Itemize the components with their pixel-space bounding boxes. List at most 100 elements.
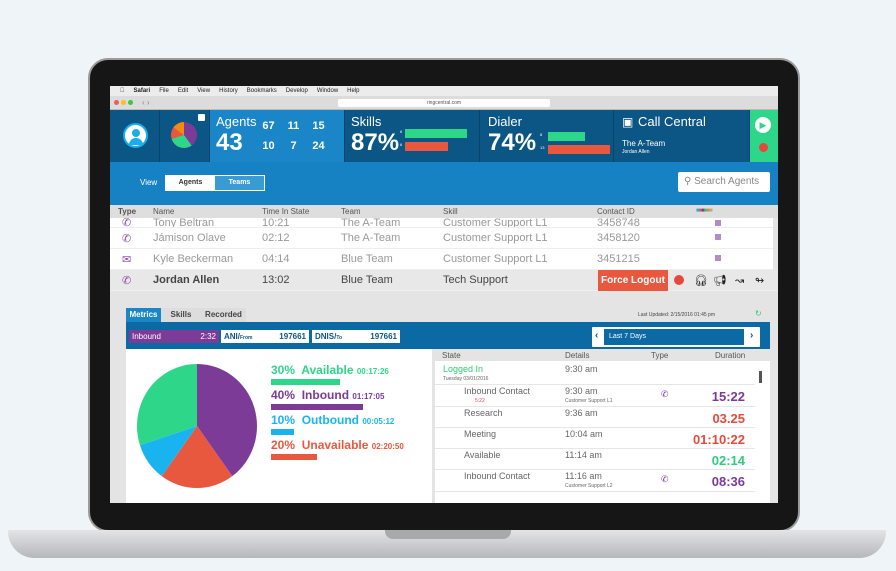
state-row[interactable]: Research 9:36 am 03.25 [435,407,755,428]
agent-tile[interactable]: 11 [287,120,300,132]
headset-icon[interactable]: 🎧︎ [694,275,708,287]
menu-file[interactable]: File [154,88,169,94]
table-header: Type Name Time In State Team Skill Conta… [110,205,778,218]
agent-tile[interactable]: 7 [290,140,297,152]
col-state: State [442,351,461,360]
contact-id: 3458120 [597,232,640,244]
agents-panel[interactable]: Agents 43 67 11 15 10 7 24 [210,110,345,162]
pie-slice-inbound[interactable] [197,364,257,477]
state-row[interactable]: Available 11:14 am 02:14 [435,449,755,470]
col-team[interactable]: Team [341,207,361,216]
skills-bar-count: 6 [400,142,403,147]
status-square [715,234,721,240]
dnis-chip: DNIS/To 197661 [312,330,400,343]
zoom-window-button[interactable] [128,100,133,105]
col-skill[interactable]: Skill [443,207,458,216]
back-forward-icon[interactable]: ‹ › [142,98,150,107]
agents-count: 43 [216,129,243,156]
agent-tile[interactable]: 10 [262,140,275,152]
conference-icon[interactable]: ↬ [755,275,765,287]
contact-id: 3458748 [597,218,640,228]
agent-name: Jámison Olave [153,232,226,244]
color-filter-icons[interactable]: ■■■■■■ [696,208,713,214]
dialer-panel[interactable]: Dialer 74% 8 13 [480,110,614,162]
prev-range-button[interactable]: ‹ [595,330,599,341]
next-range-button[interactable]: › [750,330,754,341]
call-central-panel[interactable]: ▣ Call Central The A-Team Jordan Allen [614,110,750,162]
force-logout-button[interactable]: Force Logout [598,270,668,291]
view-label: View [140,178,158,187]
menu-help[interactable]: Help [342,88,359,94]
menu-view[interactable]: View [192,88,210,94]
range-label[interactable]: Last 7 Days [604,329,744,345]
time-in-state: 04:14 [262,253,290,265]
state-time: 9:30 am [565,386,598,396]
menu-edit[interactable]: Edit [173,88,188,94]
tab-metrics[interactable]: Metrics [126,308,161,322]
scrollbar-thumb[interactable] [759,371,762,383]
agent-name: Kyle Beckerman [153,253,234,265]
menu-history[interactable]: History [214,88,238,94]
pie-slice-available[interactable] [137,364,197,446]
expand-icon[interactable] [198,114,205,121]
state-row[interactable]: Logged In Tuesday 03/01/2016 9:30 am [435,363,755,385]
agent-tile[interactable]: 67 [262,120,275,132]
mac-menubar:  Safari File Edit View History Bookmark… [110,86,778,96]
pie-slice-outbound[interactable] [139,426,197,477]
menu-window[interactable]: Window [312,88,338,94]
call-central-label: Call Central [638,114,706,129]
record-button[interactable] [759,143,768,152]
agent-tile[interactable]: 24 [312,140,325,152]
search-agents-input[interactable]: ⚲ Search Agents [678,172,770,192]
tab-recorded[interactable]: Recorded [201,308,246,322]
table-row[interactable]: ✆ Jordan Allen 13:02 Blue Team Tech Supp… [110,270,778,291]
state-date: Tuesday 03/01/2016 [443,376,489,382]
refresh-icon[interactable]: ↻ [755,309,762,318]
state-row[interactable]: Inbound Contact 11:16 am Customer Suppor… [435,470,755,492]
laptop-notch [385,530,511,539]
avatar-icon [123,123,148,148]
view-bar: View Agents Teams ⚲ Search Agents [110,162,778,205]
pie-slice-unavailable[interactable] [161,426,233,488]
state-row[interactable]: Inbound Contact 5:22 9:30 am Customer Su… [435,385,755,407]
agent-tile[interactable]: 15 [312,120,325,132]
team: Blue Team [341,253,393,265]
col-duration: Duration [715,351,746,360]
url-bar[interactable]: ringcentral.com [338,99,550,107]
pie-summary-panel[interactable] [160,110,210,162]
col-type[interactable]: Type [118,207,137,216]
dialer-percent: 74% [488,129,537,156]
state-row[interactable]: Meeting 10:04 am 01:10:22 [435,428,755,449]
play-button[interactable]: ▶ [755,117,771,133]
megaphone-icon[interactable]: 📢︎ [713,275,727,287]
table-row[interactable]: ✆ Jámison Olave 02:12 The A-Team Custome… [110,228,773,249]
col-name[interactable]: Name [153,207,175,216]
minimize-window-button[interactable] [121,100,126,105]
menu-bookmarks[interactable]: Bookmarks [242,88,277,94]
skills-bar-count: 6 [400,129,403,134]
legend-bar [271,454,317,460]
table-row[interactable]: ✉ Kyle Beckerman 04:14 Blue Team Custome… [110,249,773,270]
col-contact-id[interactable]: Contact ID [597,207,635,216]
user-avatar-panel[interactable] [110,110,160,162]
state-duration: 15:22 [711,389,745,404]
menu-safari[interactable]: Safari [129,88,151,94]
close-window-button[interactable] [114,100,119,105]
view-teams-option[interactable]: Teams [215,176,264,190]
email-icon: ✉ [122,254,132,266]
menu-develop[interactable]: Develop [281,88,308,94]
tab-skills[interactable]: Skills [161,308,201,322]
state-skill: Customer Support L2 [565,483,613,489]
status-square [715,220,721,226]
time-in-state: 02:12 [262,232,290,244]
skill: Tech Support [443,274,508,286]
controls-strip: ▶ [750,110,778,162]
record-icon[interactable] [674,275,684,285]
view-agents-option[interactable]: Agents [166,176,215,190]
table-row[interactable]: ✆ Tony Beltran 10:21 The A-Team Customer… [110,218,773,228]
search-placeholder: Search Agents [694,176,760,187]
state-name: Inbound Contact [464,471,531,481]
transfer-icon[interactable]: ↝ [735,275,745,287]
col-time[interactable]: Time In State [262,207,310,216]
skills-panel[interactable]: Skills 87% 6 6 [345,110,480,162]
